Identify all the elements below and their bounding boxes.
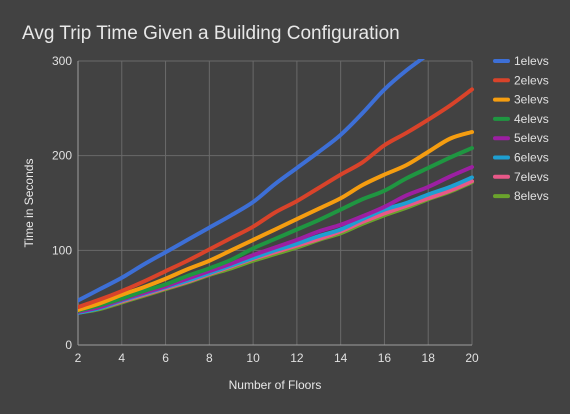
legend-label: 5elevs bbox=[514, 131, 549, 145]
series-line-3elevs bbox=[78, 130, 474, 312]
legend-label: 1elevs bbox=[514, 54, 549, 68]
x-tick-label: 12 bbox=[290, 351, 304, 365]
legend-label: 3elevs bbox=[514, 93, 549, 107]
legend-label: 6elevs bbox=[514, 151, 549, 165]
chart-title: Avg Trip Time Given a Building Configura… bbox=[22, 23, 400, 44]
x-tick-label: 18 bbox=[422, 351, 436, 365]
x-tick-label: 6 bbox=[162, 351, 169, 365]
legend-label: 2elevs bbox=[514, 73, 549, 87]
x-axis-title: Number of Floors bbox=[229, 378, 322, 392]
series-line-1elevs bbox=[78, 59, 426, 303]
y-tick-label: 300 bbox=[52, 54, 72, 68]
y-axis-title: Time in Seconds bbox=[22, 159, 36, 248]
series-lines bbox=[78, 59, 474, 315]
x-tick-label: 2 bbox=[75, 351, 82, 365]
x-tick-label: 4 bbox=[118, 351, 125, 365]
legend: 1elevs 2elevs 3elevs 4elevs 5elevs 6elevs 7ele… bbox=[493, 54, 549, 203]
x-tick-label: 8 bbox=[206, 351, 213, 365]
x-tick-label: 10 bbox=[246, 351, 260, 365]
legend-label: 8elevs bbox=[514, 189, 549, 203]
series-line-2elevs bbox=[78, 87, 474, 310]
legend-label: 7elevs bbox=[514, 170, 549, 184]
y-tick-label: 0 bbox=[65, 338, 72, 352]
legend-label: 4elevs bbox=[514, 112, 549, 126]
x-tick-label: 14 bbox=[334, 351, 348, 365]
y-tick-label: 100 bbox=[52, 243, 72, 257]
x-tick-label: 20 bbox=[465, 351, 479, 365]
x-tick-label: 16 bbox=[378, 351, 392, 365]
series-line-4elevs bbox=[78, 146, 474, 313]
y-tick-label: 200 bbox=[52, 149, 72, 163]
